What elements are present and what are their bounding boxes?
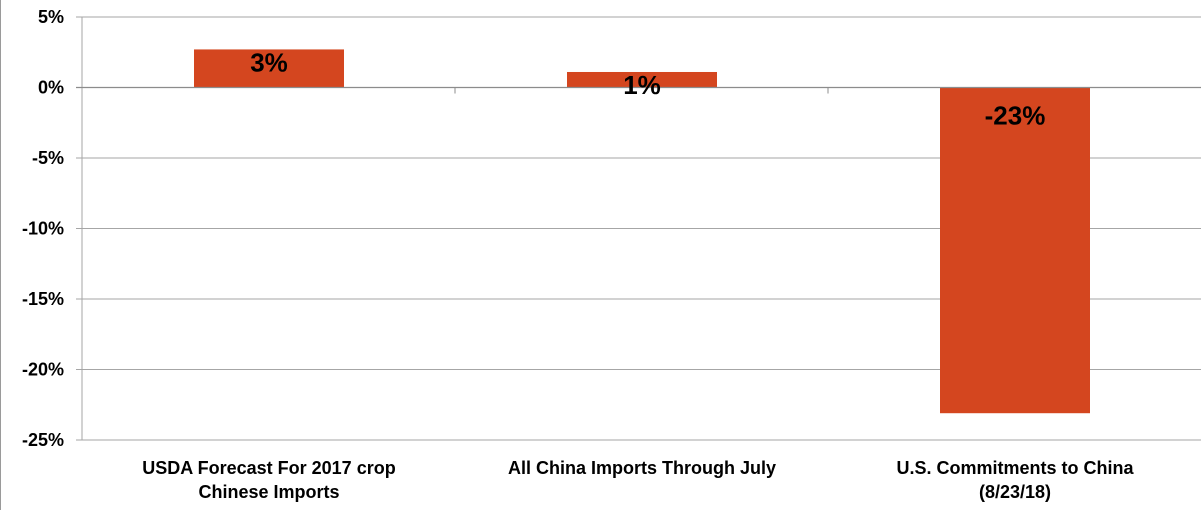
y-tick-label: -5% <box>32 148 64 168</box>
category-label: Chinese Imports <box>198 482 339 502</box>
data-label: -23% <box>985 101 1046 131</box>
bars <box>194 49 1090 414</box>
category-labels: USDA Forecast For 2017 crop Chinese Impor… <box>142 458 1134 502</box>
y-tick-label: 5% <box>38 7 64 27</box>
y-tick-label: -15% <box>22 289 64 309</box>
y-axis-labels: 5% 0% -5% -10% -15% -20% -25% <box>22 7 64 450</box>
category-label: All China Imports Through July <box>508 458 776 478</box>
bar <box>194 49 344 88</box>
y-tick-label: -10% <box>22 219 64 239</box>
category-label: (8/23/18) <box>979 482 1051 502</box>
bar <box>567 71 717 88</box>
y-tick-label: -25% <box>22 430 64 450</box>
chart-frame-left <box>0 0 1 510</box>
data-labels: 3% 1% -23% <box>250 47 1045 130</box>
bar <box>940 87 1090 414</box>
y-tick-label: -20% <box>22 360 64 380</box>
category-label: U.S. Commitments to China <box>896 458 1134 478</box>
y-tick-label: 0% <box>38 78 64 98</box>
category-label: USDA Forecast For 2017 crop <box>142 458 395 478</box>
data-label: 1% <box>623 70 661 100</box>
data-label: 3% <box>250 47 288 77</box>
zero-axis <box>76 86 1201 94</box>
